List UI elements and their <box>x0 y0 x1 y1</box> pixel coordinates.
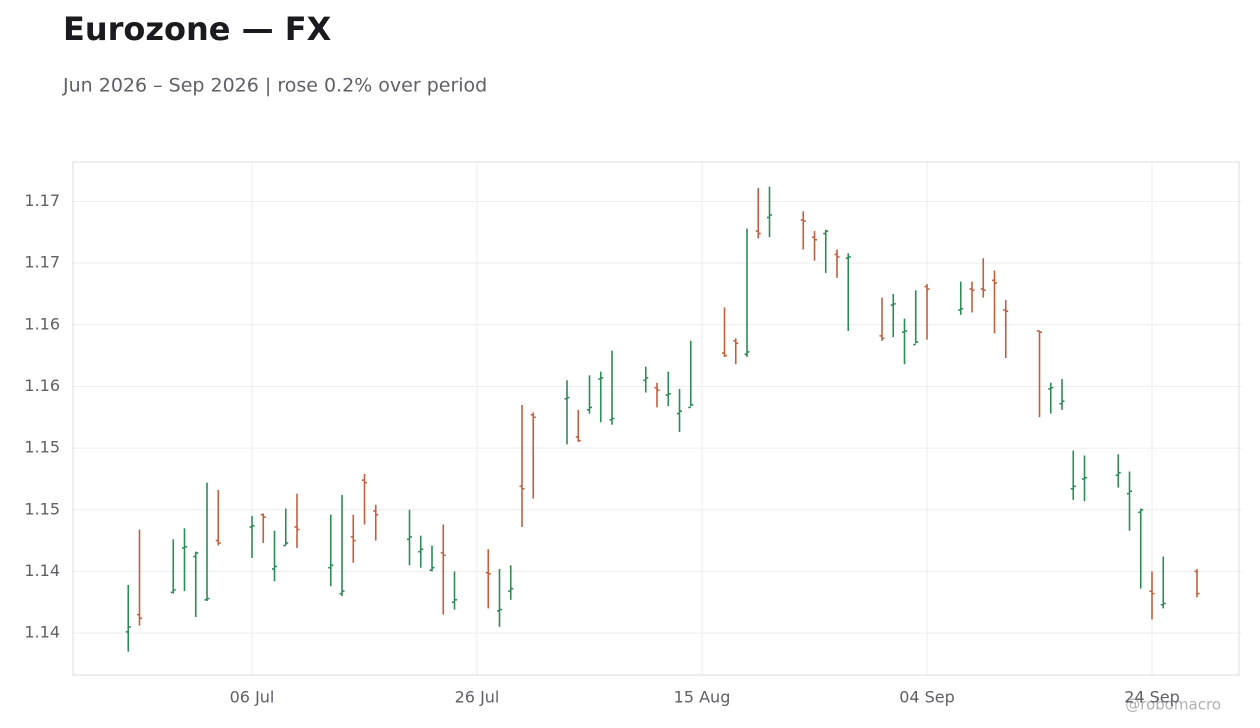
y-tick-label: 1.16 <box>24 376 60 395</box>
chart-title: Eurozone — FX <box>63 10 332 48</box>
y-tick-label: 1.14 <box>24 561 60 580</box>
y-tick-label: 1.14 <box>24 623 60 642</box>
y-tick-label: 1.15 <box>24 438 60 457</box>
x-tick-label: 26 Jul <box>455 688 500 707</box>
plot-frame <box>72 161 1240 676</box>
y-tick-label: 1.16 <box>24 314 60 333</box>
y-tick-label: 1.15 <box>24 499 60 518</box>
x-tick-label: 15 Aug <box>674 688 731 707</box>
y-tick-label: 1.17 <box>24 191 60 210</box>
watermark: @robomacro <box>1125 696 1221 714</box>
x-tick-label: 04 Sep <box>899 688 955 707</box>
x-tick-label: 24 Sep <box>1124 688 1180 707</box>
y-tick-label: 1.17 <box>24 253 60 272</box>
chart-subtitle: Jun 2026 – Sep 2026 | rose 0.2% over per… <box>62 75 487 97</box>
x-tick-label: 06 Jul <box>230 688 275 707</box>
